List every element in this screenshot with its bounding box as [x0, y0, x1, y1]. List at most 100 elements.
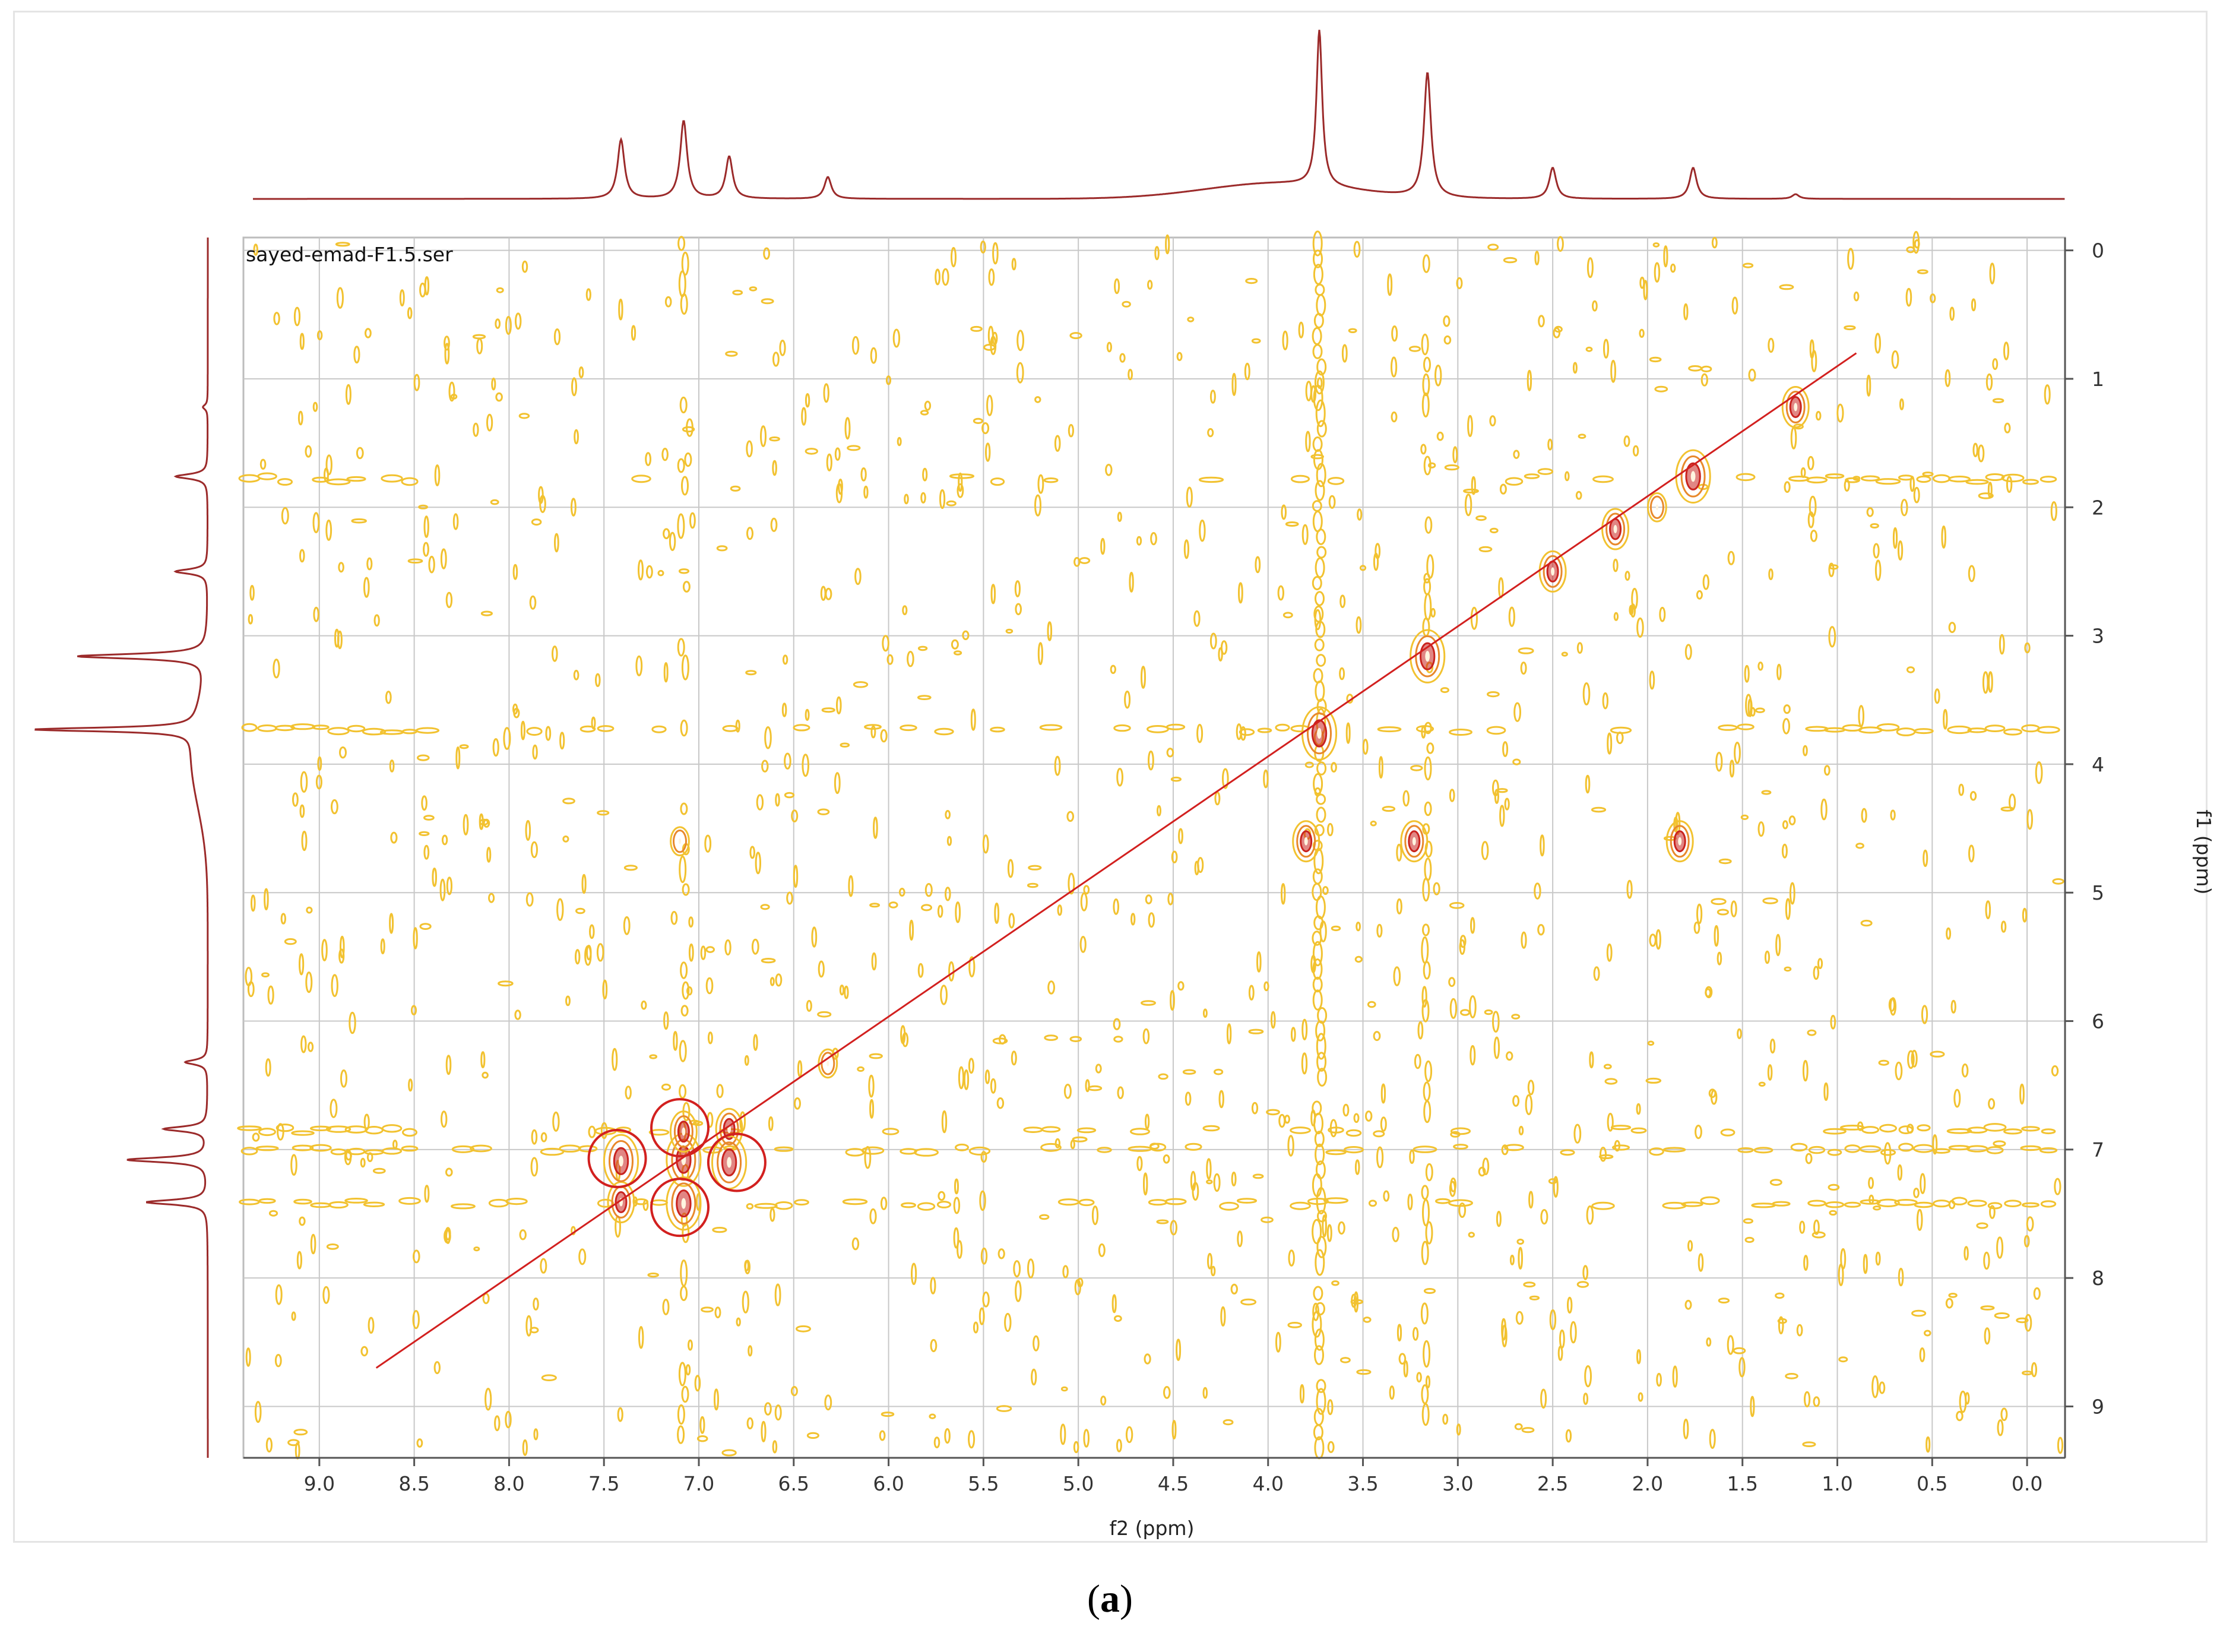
- noise-contour: [963, 1069, 970, 1090]
- ridge-contour: [1313, 915, 1324, 931]
- noise-contour: [600, 1122, 608, 1140]
- noise-contour: [284, 938, 297, 945]
- ridge-contour: [1317, 1068, 1328, 1087]
- noise-contour: [705, 946, 715, 953]
- x-tick-label: 4.5: [1158, 1472, 1189, 1495]
- noise-contour: [1331, 1280, 1339, 1286]
- noise-contour: [1840, 1248, 1847, 1270]
- noise-contour: [774, 1283, 781, 1306]
- ridge-contour: [1316, 358, 1327, 376]
- noise-contour: [432, 868, 438, 887]
- peak-contour: [711, 1135, 748, 1190]
- noise-contour: [882, 635, 889, 652]
- noise-contour: [1860, 919, 1873, 927]
- noise-contour: [1354, 955, 1363, 963]
- noise-contour: [761, 759, 769, 773]
- noise-contour: [1238, 582, 1243, 604]
- noise-contour: [764, 1402, 772, 1416]
- ridge-contour: [901, 1202, 916, 1208]
- noise-contour: [760, 425, 767, 447]
- ridge-contour: [794, 1199, 809, 1206]
- noise-contour: [1226, 1023, 1232, 1045]
- noise-contour: [1183, 539, 1190, 559]
- noise-contour: [267, 985, 274, 1005]
- noise-contour: [515, 312, 522, 330]
- noise-contour: [1572, 362, 1578, 374]
- ridge-contour: [1130, 1128, 1150, 1135]
- noise-contour: [870, 725, 876, 739]
- ridge-contour: [1164, 1198, 1187, 1205]
- f1-projection-spectrum: [34, 238, 209, 1458]
- noise-contour: [445, 1229, 451, 1244]
- noise-contour: [1743, 262, 1754, 268]
- noise-contour: [1443, 335, 1452, 345]
- noise-contour: [596, 943, 604, 962]
- noise-contour: [1470, 917, 1475, 934]
- noise-contour: [248, 614, 254, 625]
- noise-contour: [1015, 603, 1022, 616]
- noise-contour: [1878, 1059, 1889, 1066]
- noise-contour: [902, 605, 908, 615]
- noise-contour: [1684, 644, 1692, 660]
- noise-contour: [265, 1058, 271, 1077]
- noise-contour: [360, 1346, 369, 1357]
- noise-contour: [678, 568, 690, 574]
- noise-contour: [413, 374, 420, 391]
- noise-contour: [1875, 1251, 1881, 1266]
- noise-contour: [1073, 557, 1081, 567]
- noise-contour: [1117, 511, 1122, 523]
- noise-contour: [1154, 246, 1160, 261]
- noise-contour: [724, 939, 731, 956]
- peak-contour: [1665, 820, 1694, 863]
- noise-contour: [1062, 1265, 1069, 1278]
- peak-contour: [671, 1182, 696, 1224]
- noise-contour: [749, 286, 758, 292]
- noise-contour: [444, 343, 450, 365]
- noise-contour: [419, 923, 432, 930]
- noise-contour: [1468, 1232, 1475, 1238]
- ridge-contour: [381, 1147, 403, 1155]
- ridge-contour: [1422, 254, 1430, 273]
- ridge-contour: [1736, 473, 1756, 482]
- noise-contour: [848, 875, 854, 897]
- noise-contour: [585, 288, 591, 301]
- ridge-contour: [578, 1145, 598, 1153]
- noise-contour: [428, 555, 435, 574]
- noise-contour: [1060, 1423, 1066, 1445]
- noise-contour: [581, 874, 587, 894]
- noise-contour: [685, 1364, 691, 1376]
- noise-contour: [1922, 471, 1934, 477]
- noise-contour: [1218, 1090, 1224, 1109]
- ridge-contour: [1313, 1286, 1323, 1301]
- noise-contour: [495, 318, 501, 329]
- noise-contour: [1874, 333, 1882, 354]
- ridge-contour: [2004, 1200, 2022, 1207]
- noise-contour: [1449, 902, 1465, 909]
- noise-contour: [1434, 365, 1442, 387]
- noise-contour: [316, 330, 323, 340]
- diagonal-line: [375, 352, 1857, 1369]
- noise-contour: [1079, 936, 1087, 953]
- noise-contour: [1211, 1265, 1216, 1277]
- noise-contour: [1218, 647, 1223, 662]
- noise-contour: [1194, 860, 1199, 876]
- ridge-contour: [1043, 477, 1059, 483]
- noise-contour: [505, 316, 512, 335]
- noise-contour: [851, 336, 860, 355]
- ridge-contour: [1423, 961, 1431, 980]
- noise-contour: [1941, 525, 1946, 549]
- noise-contour: [1557, 1346, 1563, 1361]
- ridge-contour: [1610, 726, 1632, 734]
- ridge-contour: [1315, 480, 1325, 501]
- noise-contour: [1443, 315, 1451, 327]
- noise-contour: [930, 1277, 936, 1295]
- ridge-contour: [1859, 1145, 1882, 1153]
- noise-contour: [1105, 464, 1113, 476]
- noise-contour: [1493, 1036, 1500, 1059]
- ridge-contour: [401, 1145, 419, 1152]
- noise-contour: [749, 846, 755, 859]
- noise-contour: [1906, 666, 1915, 673]
- ridge-contour: [1040, 1143, 1062, 1152]
- noise-contour: [254, 1401, 262, 1423]
- noise-contour: [1913, 486, 1920, 504]
